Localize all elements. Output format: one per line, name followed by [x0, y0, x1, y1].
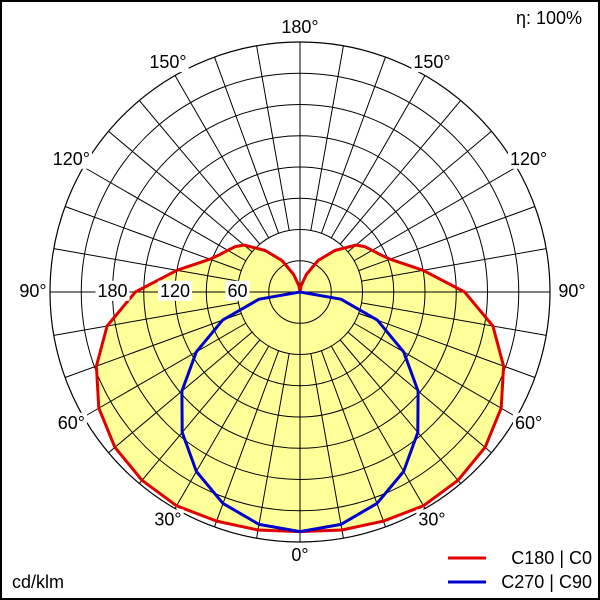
angle-label-120-right-bg	[508, 148, 550, 169]
angle-label-120-left: 120°	[53, 149, 90, 169]
grid-spoke	[361, 302, 547, 336]
radial-tick-label-60-bg	[225, 280, 250, 301]
angle-label-180-top-bg	[279, 16, 321, 37]
angle-label-150-right: 150°	[413, 52, 450, 72]
angle-label-0-bottom-bg	[289, 544, 311, 565]
grid-spoke	[330, 345, 426, 509]
label-layer: 180° 0° 90° 90° 150° 150° 120° 120° 60° 60° 30° 30°…	[17, 16, 588, 565]
grid-spoke	[108, 130, 253, 253]
curve-layer	[94, 243, 506, 534]
grid-spoke	[64, 206, 242, 272]
angle-label-0-bottom: 0°	[291, 545, 308, 565]
angle-label-90-right: 90°	[558, 281, 585, 301]
grid-spoke	[83, 166, 247, 262]
grid-spoke	[256, 45, 290, 231]
grid-spoke	[174, 345, 270, 509]
angle-label-30-left-bg	[152, 509, 184, 530]
angle-label-90-right-bg	[556, 280, 588, 301]
angle-label-30-right-bg	[416, 509, 448, 530]
grid-spoke	[339, 339, 462, 484]
grid-spoke	[358, 312, 536, 378]
angle-label-60-right-bg	[513, 412, 545, 433]
grid-spoke	[53, 248, 239, 282]
radial-tick-label-180-bg	[95, 280, 130, 301]
grid-spoke	[138, 339, 261, 484]
angle-label-150-left: 150°	[149, 52, 186, 72]
angle-label-90-left: 90°	[19, 281, 46, 301]
grid-spoke	[214, 56, 280, 234]
grid-spoke	[256, 353, 290, 539]
grid-spoke	[108, 331, 253, 454]
grid-spoke	[347, 331, 492, 454]
radial-tick-label-180: 180	[97, 281, 127, 301]
grid-spoke	[339, 100, 462, 245]
angle-label-60-left-bg	[55, 412, 87, 433]
radial-tick-label-60: 60	[227, 281, 247, 301]
grid-spoke	[353, 322, 517, 418]
angle-label-90-left-bg	[17, 280, 49, 301]
grid-spoke	[53, 302, 239, 336]
grid-spoke	[310, 353, 344, 539]
grid-spoke	[320, 56, 386, 234]
angle-label-180-top: 180°	[281, 17, 318, 37]
grid-spoke	[138, 100, 261, 245]
angle-label-30-left: 30°	[154, 509, 181, 529]
grid-spoke	[320, 350, 386, 528]
legend-label-c270-c90: C270 | C90	[501, 572, 592, 592]
grid-spoke	[361, 248, 547, 282]
grid-spoke	[174, 75, 270, 239]
angle-label-60-right: 60°	[515, 413, 542, 433]
grid-spoke	[83, 322, 247, 418]
angle-label-120-left-bg	[50, 148, 92, 169]
angle-label-120-right: 120°	[510, 149, 547, 169]
angle-label-150-right-bg	[411, 52, 453, 73]
grid-spoke	[358, 206, 536, 272]
legend-label-c180-c0: C180 | C0	[511, 548, 592, 568]
grid-spoke	[64, 312, 242, 378]
series-curve-c270-c90	[180, 290, 420, 534]
angle-label-150-left-bg	[147, 52, 189, 73]
unit-label: cd/klm	[12, 572, 64, 592]
efficiency-label: η: 100%	[516, 8, 582, 28]
grid-spoke	[310, 45, 344, 231]
radial-tick-label-120: 120	[160, 281, 190, 301]
angle-label-60-left: 60°	[58, 413, 85, 433]
radial-tick-label-120-bg	[157, 280, 193, 301]
grid-spoke	[214, 350, 280, 528]
legend: C180 | C0 C270 | C90	[448, 548, 592, 592]
grid-spoke	[353, 166, 517, 262]
angle-label-30-right: 30°	[418, 509, 445, 529]
grid-spoke	[330, 75, 426, 239]
grid-spoke	[347, 130, 492, 253]
